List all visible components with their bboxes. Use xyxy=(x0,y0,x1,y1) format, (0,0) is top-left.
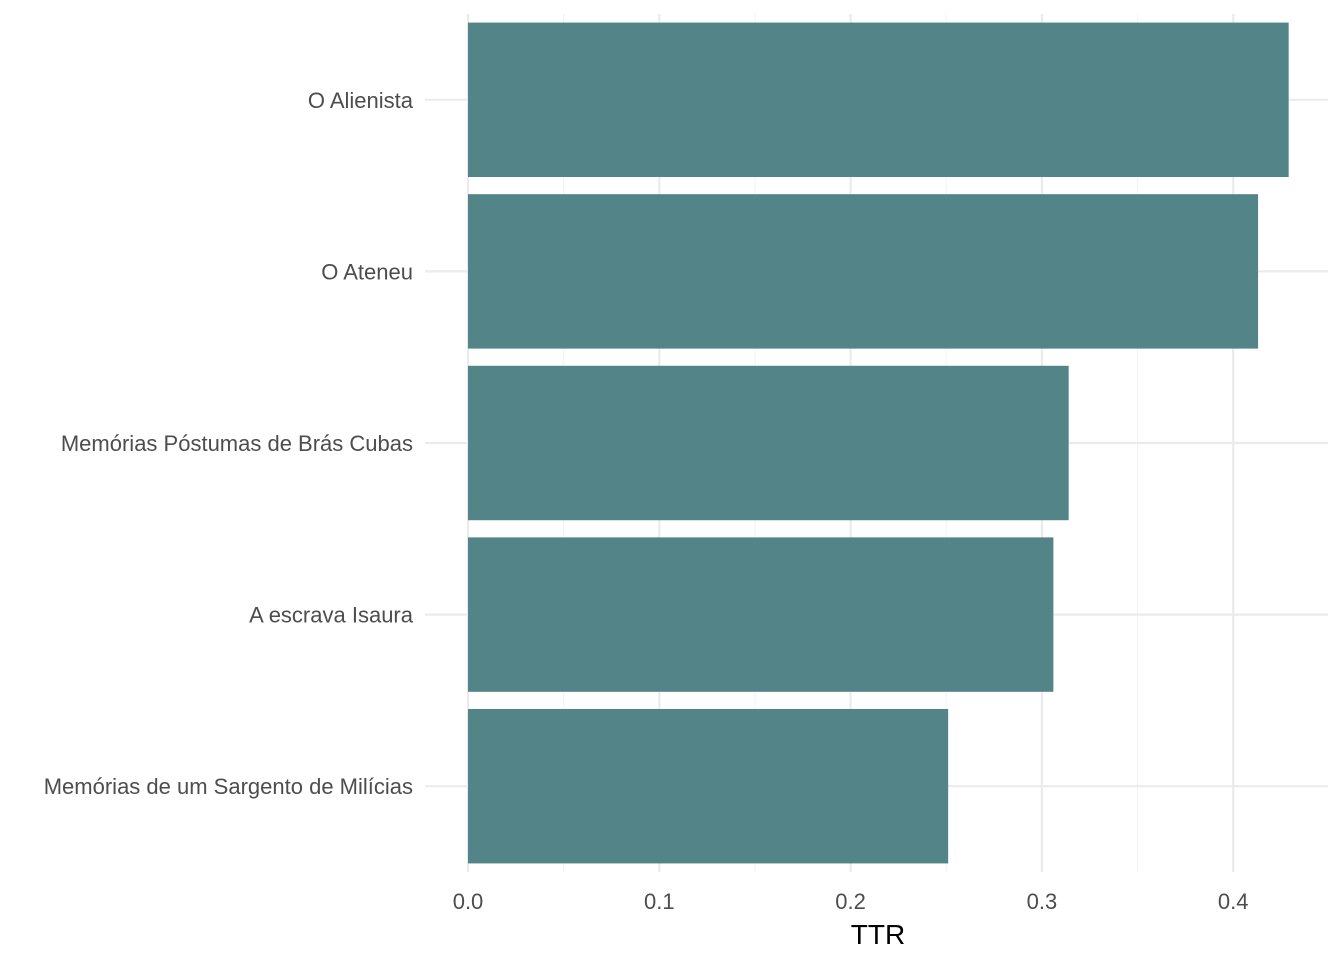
y-tick-label: Memórias de um Sargento de Milícias xyxy=(44,774,413,799)
x-tick-label: 0.1 xyxy=(644,889,675,914)
bar-3 xyxy=(468,537,1054,692)
x-tick-label: 0.2 xyxy=(835,889,866,914)
y-tick-label: O Ateneu xyxy=(321,259,413,284)
x-tick-label: 0.4 xyxy=(1218,889,1249,914)
bar-0 xyxy=(468,22,1289,178)
bar-4 xyxy=(468,708,949,864)
x-axis-ticks: 0.0 0.1 0.2 0.3 0.4 xyxy=(453,889,1249,914)
x-axis-title: TTR xyxy=(851,919,905,950)
bars-group xyxy=(468,22,1289,864)
y-tick-label: O Alienista xyxy=(308,88,414,113)
x-tick-label: 0.3 xyxy=(1027,889,1058,914)
bar-1 xyxy=(468,194,1259,349)
bar-2 xyxy=(468,365,1069,521)
x-tick-label: 0.0 xyxy=(453,889,484,914)
y-tick-label: A escrava Isaura xyxy=(249,603,414,628)
y-tick-label: Memórias Póstumas de Brás Cubas xyxy=(61,431,413,456)
y-axis-ticks: O Alienista O Ateneu Memórias Póstumas de … xyxy=(44,88,414,799)
